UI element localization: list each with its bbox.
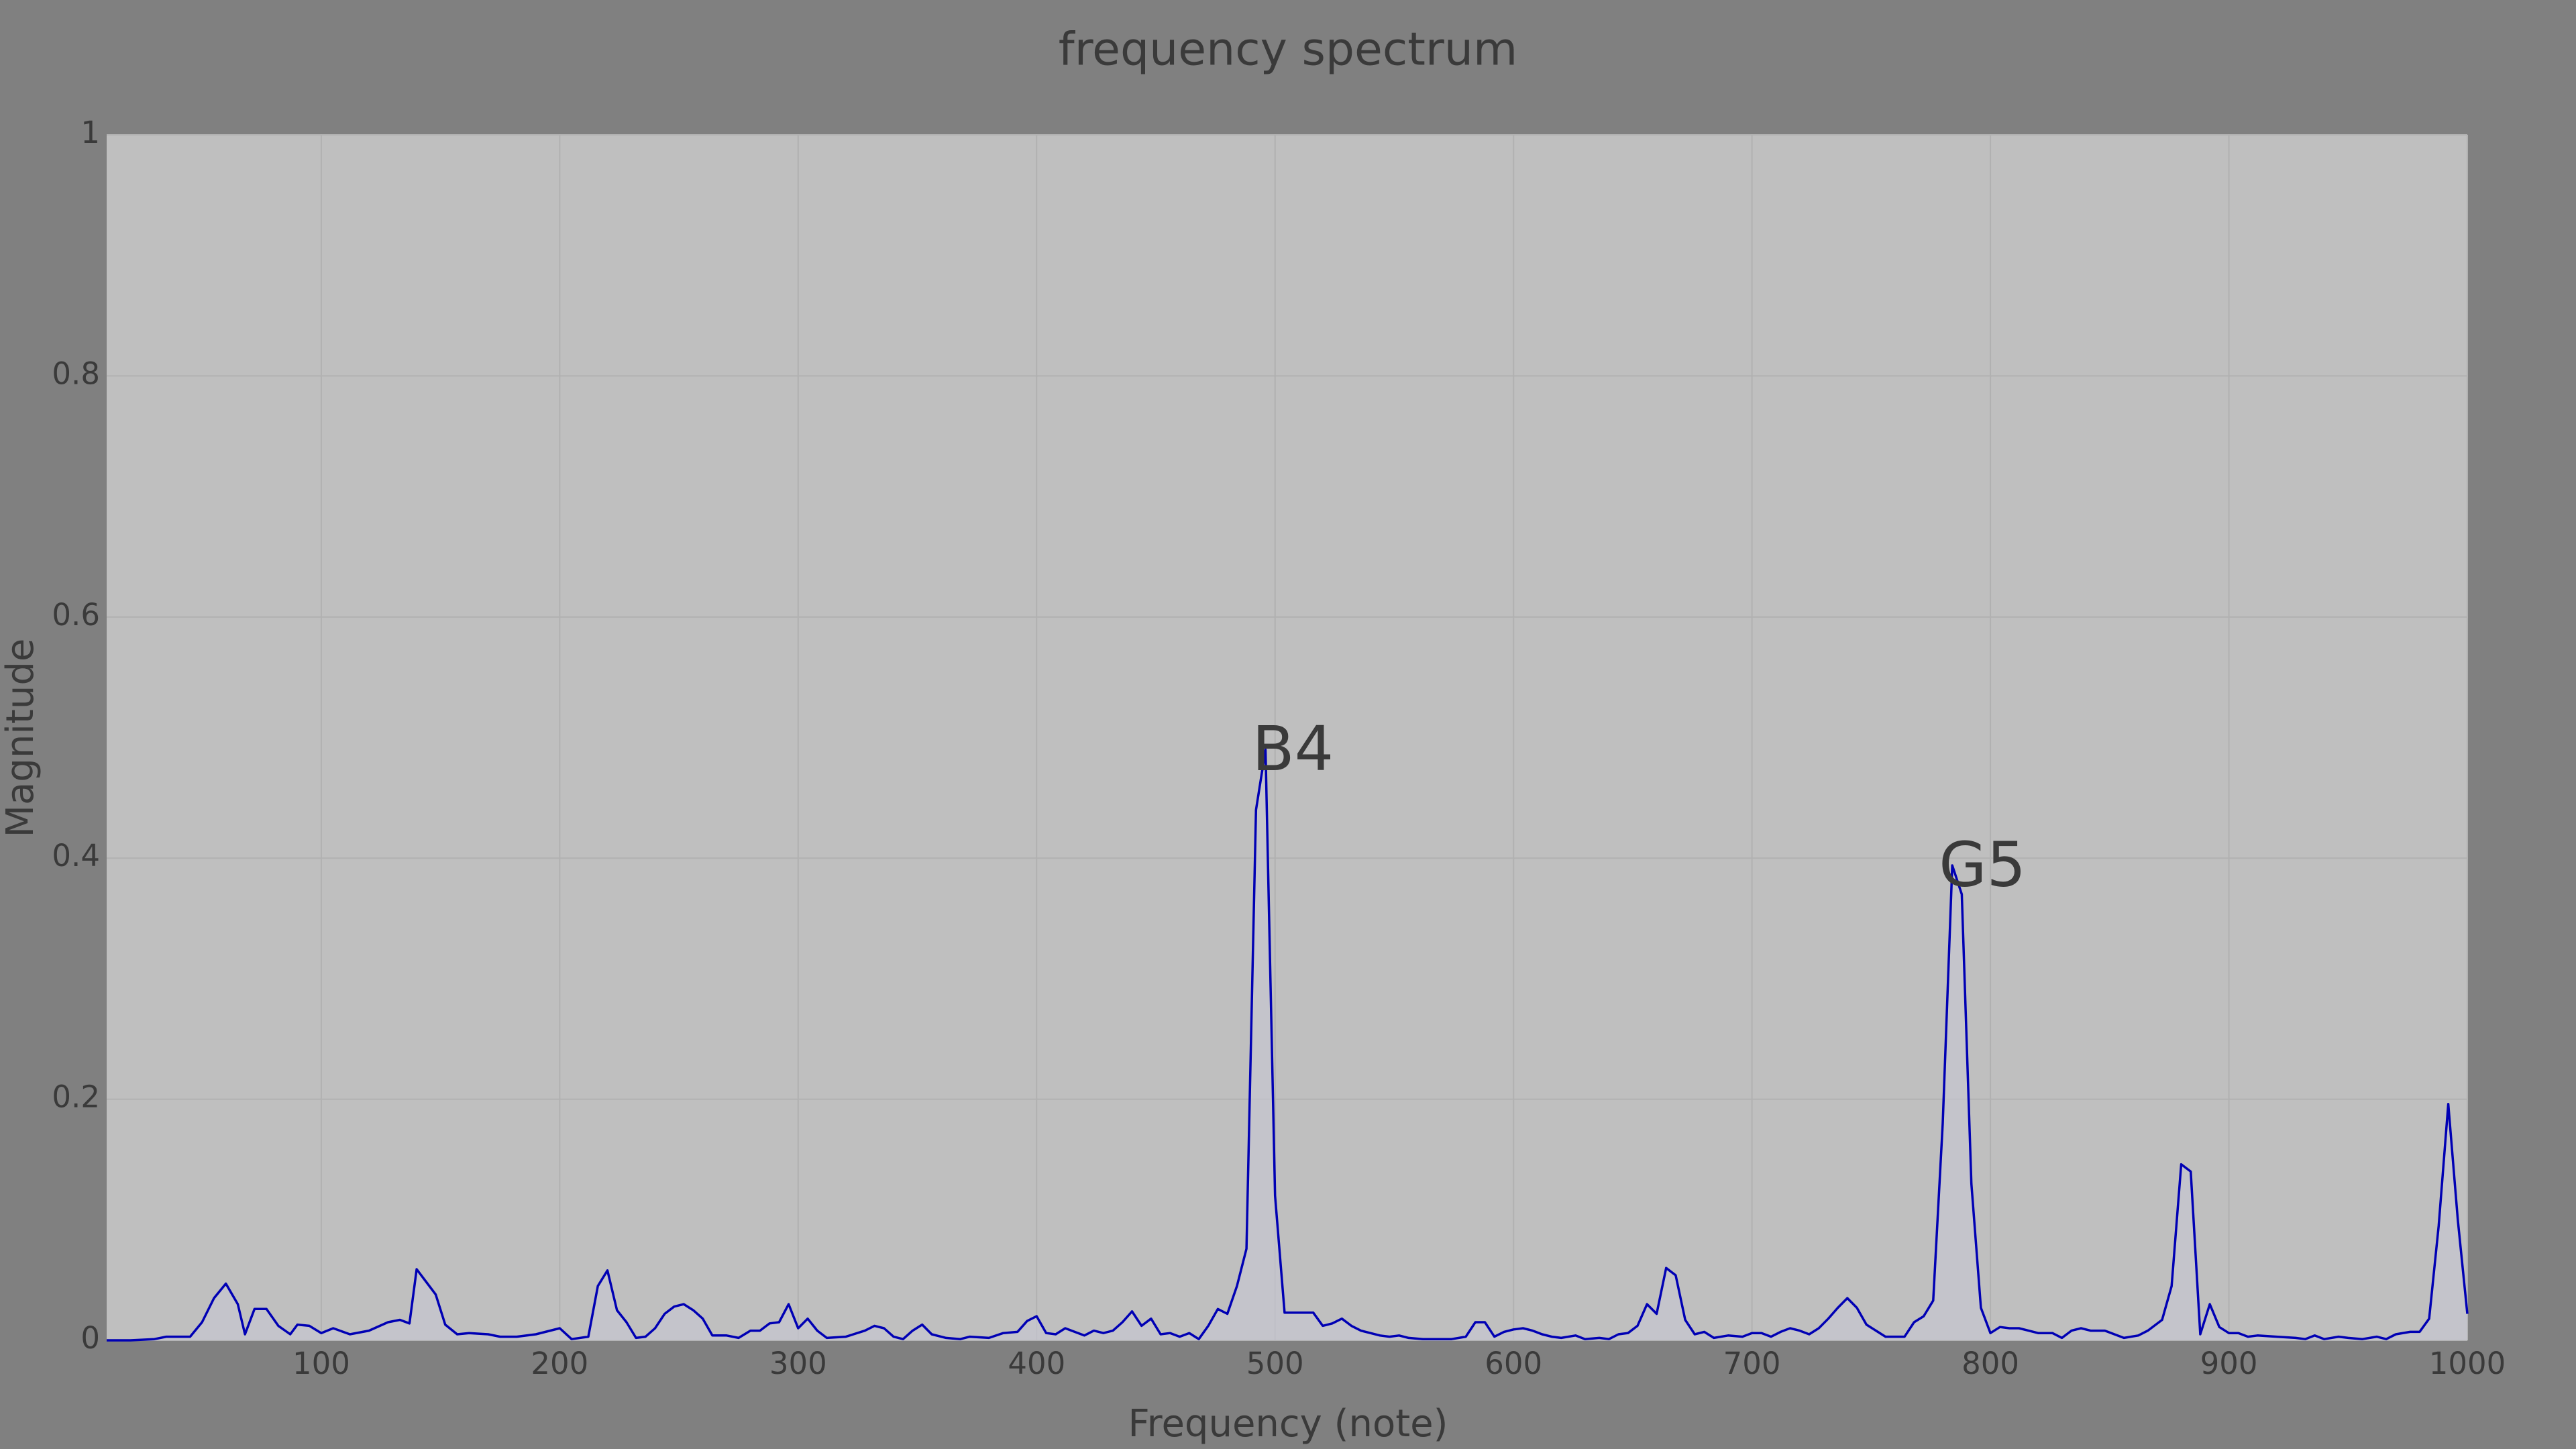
y-tick-label: 0.8 xyxy=(52,356,100,391)
x-tick-label: 300 xyxy=(769,1346,827,1381)
x-tick-label: 500 xyxy=(1246,1346,1304,1381)
annotation: B4 xyxy=(1252,713,1334,785)
plot-area xyxy=(107,135,2467,1340)
x-tick-label: 100 xyxy=(292,1346,350,1381)
x-tick-label: 600 xyxy=(1485,1346,1542,1381)
y-tick-label: 0 xyxy=(80,1320,100,1356)
x-tick-label: 200 xyxy=(531,1346,588,1381)
x-tick-label: 800 xyxy=(1962,1346,2019,1381)
x-tick-label: 900 xyxy=(2200,1346,2258,1381)
y-tick-label: 0.6 xyxy=(52,597,100,633)
y-axis-label: Magnitude xyxy=(0,639,42,838)
line xyxy=(107,748,2469,1342)
annotation: G5 xyxy=(1939,828,2026,900)
x-axis-label: Frequency (note) xyxy=(1128,1402,1448,1446)
x-tick-label: 1000 xyxy=(2429,1346,2506,1381)
x-tick-label: 400 xyxy=(1008,1346,1065,1381)
x-tick-label: 700 xyxy=(1723,1346,1781,1381)
y-tick-label: 0.4 xyxy=(52,838,100,873)
y-tick-label: 0.2 xyxy=(52,1079,100,1115)
chart-title: frequency spectrum xyxy=(1059,23,1517,76)
y-tick-label: 1 xyxy=(80,115,100,150)
